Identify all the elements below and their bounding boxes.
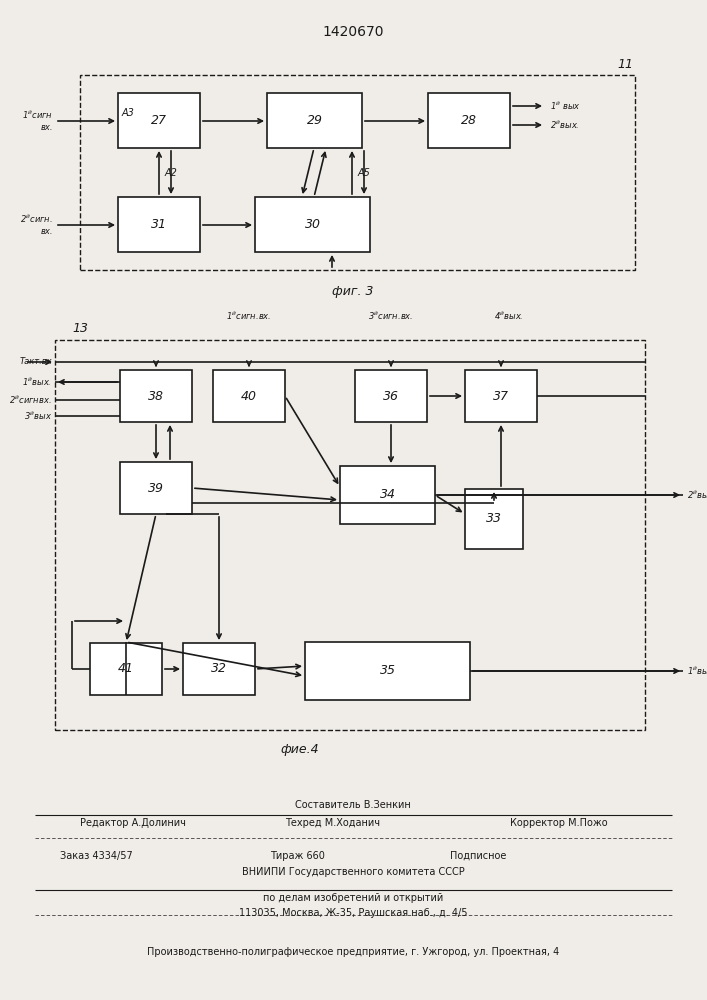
Text: Подписное: Подписное	[450, 851, 506, 861]
Text: 1420670: 1420670	[322, 25, 384, 39]
Text: Такт.вх: Такт.вх	[19, 358, 52, 366]
Text: 41: 41	[118, 662, 134, 676]
Text: Тираж 660: Тираж 660	[270, 851, 325, 861]
Bar	[465, 489, 523, 549]
Text: 28: 28	[461, 114, 477, 127]
Text: 1$^й$вых.: 1$^й$вых.	[687, 665, 707, 677]
Text: фие.4: фие.4	[281, 744, 320, 756]
Text: 1$^й$ вых: 1$^й$ вых	[549, 100, 580, 112]
Bar	[118, 93, 200, 148]
Text: Составитель В.Зенкин: Составитель В.Зенкин	[295, 800, 411, 810]
Text: 1$^й$сигн.вх.: 1$^й$сигн.вх.	[226, 310, 271, 322]
Text: 2$^й$сигнвх.: 2$^й$сигнвх.	[9, 394, 52, 406]
Text: 34: 34	[380, 488, 395, 502]
Bar	[465, 370, 537, 422]
Text: A5: A5	[358, 168, 371, 178]
Text: A3: A3	[122, 108, 135, 118]
Text: Корректор М.Пожо: Корректор М.Пожо	[510, 818, 607, 828]
Text: 2$^й$вых.: 2$^й$вых.	[687, 489, 707, 501]
Bar	[55, 340, 645, 730]
Bar	[120, 462, 192, 514]
Text: 32: 32	[211, 662, 227, 676]
Text: вх.: вх.	[40, 227, 53, 235]
Text: 1$^й$вых.: 1$^й$вых.	[23, 376, 52, 388]
Bar	[255, 197, 370, 252]
Text: фиг. 3: фиг. 3	[332, 286, 374, 298]
Text: ВНИИПИ Государственного комитета СССР: ВНИИПИ Государственного комитета СССР	[242, 867, 464, 877]
Text: 3$^й$вых: 3$^й$вых	[24, 410, 52, 422]
Text: 4$^й$вых.: 4$^й$вых.	[494, 310, 524, 322]
Text: Заказ 4334/57: Заказ 4334/57	[60, 851, 133, 861]
Bar	[213, 370, 285, 422]
Text: 35: 35	[380, 664, 395, 678]
Text: A2: A2	[165, 168, 178, 178]
Text: вх.: вх.	[40, 122, 53, 131]
Text: Производственно-полиграфическое предприятие, г. Ужгород, ул. Проектная, 4: Производственно-полиграфическое предприя…	[147, 947, 559, 957]
Text: 27: 27	[151, 114, 167, 127]
Text: 37: 37	[493, 389, 509, 402]
Text: 33: 33	[486, 512, 502, 526]
Text: 11: 11	[617, 58, 633, 71]
Bar	[90, 643, 162, 695]
Bar	[305, 642, 470, 700]
Bar	[355, 370, 427, 422]
Text: 2$^й$сигн.: 2$^й$сигн.	[20, 213, 53, 225]
Text: 31: 31	[151, 218, 167, 231]
Text: 39: 39	[148, 482, 164, 494]
Text: 13: 13	[72, 322, 88, 335]
Text: Редактор А.Долинич: Редактор А.Долинич	[80, 818, 186, 828]
Bar	[340, 466, 435, 524]
Bar	[267, 93, 362, 148]
Text: 36: 36	[383, 389, 399, 402]
Text: 2$^й$вых.: 2$^й$вых.	[550, 119, 580, 131]
Text: 40: 40	[241, 389, 257, 402]
Bar	[120, 370, 192, 422]
Text: 3$^й$сигн.вх.: 3$^й$сигн.вх.	[368, 310, 414, 322]
Bar	[428, 93, 510, 148]
Text: Техред М.Ходанич: Техред М.Ходанич	[285, 818, 380, 828]
Bar	[118, 197, 200, 252]
Text: 30: 30	[305, 218, 320, 231]
Text: 38: 38	[148, 389, 164, 402]
Bar	[183, 643, 255, 695]
Text: 113035, Москва, Ж-35, Раушская наб., д. 4/5: 113035, Москва, Ж-35, Раушская наб., д. …	[239, 908, 467, 918]
Text: 1$^й$сигн: 1$^й$сигн	[22, 109, 53, 121]
Text: 29: 29	[307, 114, 322, 127]
Text: по делам изобретений и открытий: по делам изобретений и открытий	[263, 893, 443, 903]
Bar	[80, 75, 635, 270]
